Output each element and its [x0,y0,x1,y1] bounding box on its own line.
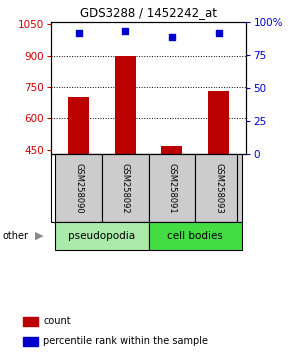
Bar [208,91,229,154]
Bar [162,146,182,154]
Bar [148,154,195,222]
Text: GSM258093: GSM258093 [214,162,223,213]
Point [76,30,81,35]
Text: GSM258091: GSM258091 [167,163,176,213]
Bar [55,222,148,250]
Bar [23,317,38,326]
Bar [102,154,148,222]
Text: pseudopodia: pseudopodia [68,231,136,241]
Bar [148,222,242,250]
Bar [68,97,89,154]
Bar [55,154,102,222]
Point [170,34,174,39]
Title: GDS3288 / 1452242_at: GDS3288 / 1452242_at [80,6,217,19]
Text: percentile rank within the sample: percentile rank within the sample [44,336,209,346]
Text: other: other [3,231,29,241]
Text: count: count [44,316,71,326]
Bar [115,56,136,154]
Text: GSM258092: GSM258092 [121,163,130,213]
Text: ▶: ▶ [35,231,44,241]
Point [216,30,221,35]
Text: cell bodies: cell bodies [167,231,223,241]
Text: GSM258090: GSM258090 [74,163,83,213]
Point [123,28,128,34]
Bar [23,337,38,346]
Bar [195,154,242,222]
